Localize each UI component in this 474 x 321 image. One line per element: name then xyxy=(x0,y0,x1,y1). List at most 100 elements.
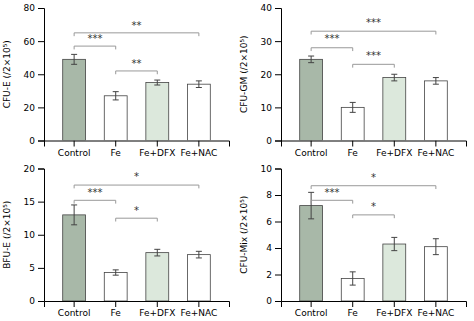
tick-label: Control xyxy=(58,308,91,318)
x-axis: Control Fe Fe+DFX Fe+NAC xyxy=(282,141,467,158)
annotations: ********* xyxy=(324,17,381,61)
error-bar xyxy=(71,54,77,64)
x-tick: Fe xyxy=(111,141,122,158)
y-axis: 05101520 xyxy=(24,164,45,307)
error-bar xyxy=(71,205,77,225)
significance-label: * xyxy=(134,205,139,216)
tick-label: Fe xyxy=(348,148,359,158)
axis-title: CFU-E (/2×10⁵) xyxy=(2,40,12,108)
tick-mark xyxy=(352,141,353,147)
significance-bracket xyxy=(116,218,158,221)
significance-label: *** xyxy=(324,33,339,44)
tick-mark xyxy=(198,141,199,147)
bar xyxy=(300,206,323,301)
tick-label: Fe xyxy=(111,148,122,158)
tick-label: Fe+DFX xyxy=(139,148,175,158)
y-tick: 20 xyxy=(261,70,281,80)
tick-label: Fe+DFX xyxy=(139,308,175,318)
tick-mark xyxy=(275,195,281,196)
x-tick: Control xyxy=(58,301,91,318)
bar xyxy=(63,215,86,301)
tick-label: 20 xyxy=(261,70,273,80)
axis-line xyxy=(275,9,282,142)
y-tick: 30 xyxy=(261,37,281,47)
tick-mark xyxy=(38,235,44,236)
y-tick: 0 xyxy=(29,136,44,146)
y-tick: 5 xyxy=(29,263,44,273)
tick-mark xyxy=(275,8,281,9)
error-bar xyxy=(196,251,202,258)
error-bar xyxy=(113,270,119,275)
y-tick: 20 xyxy=(24,103,44,113)
tick-label: 10 xyxy=(261,103,273,113)
significance-bracket xyxy=(311,48,353,51)
significance-label: *** xyxy=(87,33,102,44)
significance-bracket xyxy=(311,200,353,203)
panel: 010203040ControlFeFe+DFXFe+NACCFU-GM (/2… xyxy=(239,3,467,158)
tick-label: Fe+DFX xyxy=(376,308,412,318)
significance-bracket xyxy=(116,71,158,74)
tick-mark xyxy=(38,141,44,142)
tick-mark xyxy=(157,301,158,307)
y-tick: 0 xyxy=(266,136,281,146)
tick-mark xyxy=(38,169,44,170)
tick-mark xyxy=(352,301,353,307)
tick-label: 8 xyxy=(266,190,272,200)
axis-line xyxy=(282,141,467,147)
tick-mark xyxy=(198,301,199,307)
tick-label: Control xyxy=(58,148,91,158)
tick-mark xyxy=(275,74,281,75)
tick-mark xyxy=(435,301,436,307)
y-axis: 020406080 xyxy=(24,3,45,146)
y-tick: 20 xyxy=(24,164,44,174)
panel: 0246810ControlFeFe+DFXFe+NACCFU-Mix (/2×… xyxy=(239,164,467,319)
error-bar xyxy=(350,102,356,112)
axis-line xyxy=(282,302,467,308)
tick-label: Fe xyxy=(348,308,359,318)
tick-mark xyxy=(74,301,75,307)
x-axis: ControlFeFe+DFXFe+NAC xyxy=(45,141,230,158)
tick-mark xyxy=(38,41,44,42)
tick-label: Fe+NAC xyxy=(180,308,217,318)
tick-label: 2 xyxy=(266,270,272,280)
tick-mark xyxy=(275,41,281,42)
tick-label: 10 xyxy=(261,164,273,174)
tick-label: Fe+NAC xyxy=(417,148,454,158)
tick-label: 0 xyxy=(266,296,272,306)
x-tick: Fe+NAC xyxy=(417,141,454,158)
x-tick: Fe+DFX xyxy=(376,141,412,158)
significance-label: *** xyxy=(87,187,102,198)
tick-mark xyxy=(38,74,44,75)
y-axis: 010203040 xyxy=(261,3,282,146)
x-tick: Fe+NAC xyxy=(180,301,217,318)
tick-label: 0 xyxy=(29,296,35,306)
bar xyxy=(424,81,447,141)
tick-mark xyxy=(38,268,44,269)
significance-label: * xyxy=(371,201,376,212)
bar xyxy=(146,253,169,301)
error-bar xyxy=(391,74,397,81)
x-tick: Fe+DFX xyxy=(139,301,175,318)
y-tick: 0 xyxy=(29,296,44,306)
x-tick: Fe xyxy=(348,301,359,318)
panel: 05101520ControlFeFe+DFXFe+NACBFU-E (/2×1… xyxy=(2,164,230,319)
tick-mark xyxy=(275,248,281,249)
significance-label: *** xyxy=(366,17,381,28)
bar xyxy=(187,255,210,301)
significance-bracket xyxy=(353,215,395,218)
tick-mark xyxy=(275,275,281,276)
tick-mark xyxy=(38,8,44,9)
significance-bracket xyxy=(74,200,116,203)
bar xyxy=(300,59,323,140)
y-tick: 8 xyxy=(266,190,281,200)
axis-title: BFU-E (/2×10⁵) xyxy=(2,201,12,269)
tick-mark xyxy=(394,141,395,147)
significance-bracket xyxy=(353,64,395,67)
tick-label: 20 xyxy=(24,164,36,174)
x-tick: Control xyxy=(295,141,328,158)
tick-label: Fe+DFX xyxy=(376,148,412,158)
significance-label: ** xyxy=(132,58,142,69)
tick-mark xyxy=(115,141,116,147)
tick-label: 20 xyxy=(24,103,36,113)
x-tick: Fe+NAC xyxy=(417,301,454,318)
